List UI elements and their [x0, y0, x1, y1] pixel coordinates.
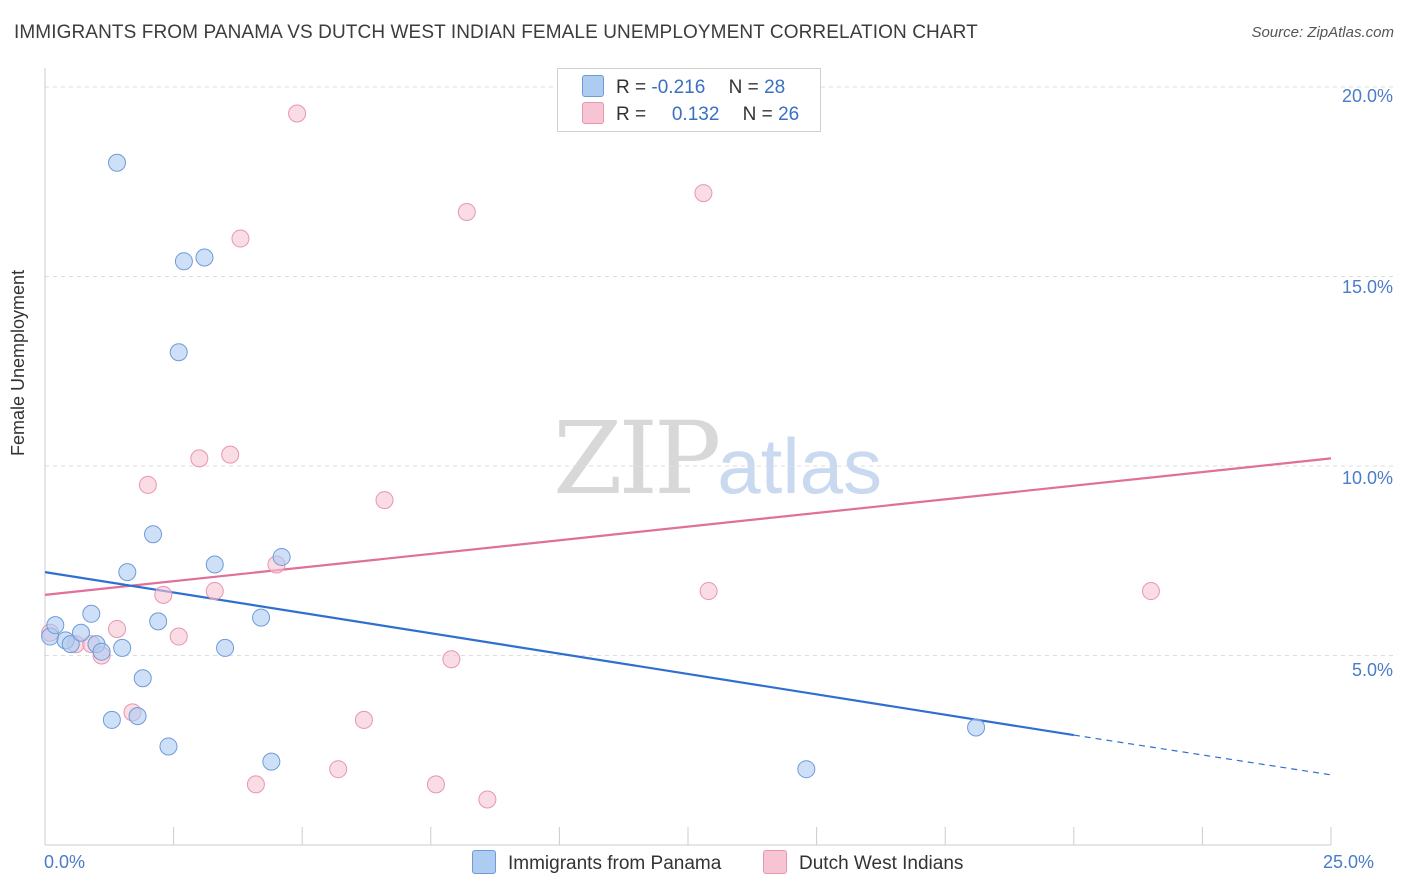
data-point-immigrants-from-panama: [118, 563, 137, 582]
data-point-immigrants-from-panama: [72, 623, 91, 642]
data-point-dutch-west-indians: [426, 775, 445, 794]
data-point-dutch-west-indians: [138, 475, 157, 494]
data-point-dutch-west-indians: [478, 790, 497, 809]
y-tick-label-10: 10.0%: [1341, 468, 1393, 488]
legend: R = -0.216 N = 28 R = 0.132 N = 26: [557, 68, 821, 132]
y-tick-label-15: 15.0%: [1341, 277, 1393, 297]
data-point-dutch-west-indians: [694, 184, 713, 203]
bottom-legend-panama: Immigrants from Panama: [472, 850, 722, 876]
data-point-immigrants-from-panama: [797, 760, 816, 779]
trend-line-immigrants-from-panama-dashed: [1073, 734, 1332, 776]
data-point-dutch-west-indians: [1141, 582, 1160, 601]
legend-n-label: N =: [742, 104, 773, 126]
legend-r-label: R =: [616, 77, 647, 99]
data-point-immigrants-from-panama: [46, 616, 65, 635]
data-point-dutch-west-indians: [231, 229, 250, 248]
data-point-immigrants-from-panama: [205, 555, 224, 574]
data-point-immigrants-from-panama: [252, 608, 271, 627]
data-point-dutch-west-indians: [205, 582, 224, 601]
bottom-legend-label-panama: Immigrants from Panama: [508, 853, 722, 875]
data-point-immigrants-from-panama: [61, 635, 80, 654]
legend-row-dutch: R = 0.132 N = 26: [582, 102, 800, 128]
data-point-dutch-west-indians: [108, 619, 127, 638]
data-point-immigrants-from-panama: [144, 525, 163, 544]
axes: [44, 68, 1332, 846]
trend-line-immigrants-from-panama: [44, 571, 1332, 776]
data-point-immigrants-from-panama: [967, 718, 986, 737]
data-point-dutch-west-indians: [190, 449, 209, 468]
data-point-immigrants-from-panama: [159, 737, 178, 756]
trend-line-dutch-west-indians-segment: [44, 457, 1332, 596]
trend-line-dutch-west-indians: [44, 457, 1332, 596]
data-point-immigrants-from-panama: [174, 252, 193, 271]
data-point-dutch-west-indians: [154, 585, 173, 604]
watermark-zip: ZIP: [553, 400, 721, 517]
data-point-immigrants-from-panama: [102, 710, 121, 729]
data-point-immigrants-from-panama: [262, 752, 281, 771]
grid-lines: [45, 86, 1394, 656]
chart-title: IMMIGRANTS FROM PANAMA VS DUTCH WEST IND…: [14, 22, 978, 43]
data-point-dutch-west-indians: [442, 650, 461, 669]
data-point-dutch-west-indians: [699, 582, 718, 601]
data-point-immigrants-from-panama: [108, 153, 127, 172]
data-point-dutch-west-indians: [246, 775, 265, 794]
bottom-legend-swatch-dutch: [763, 850, 787, 874]
data-point-dutch-west-indians: [354, 710, 373, 729]
data-point-dutch-west-indians: [169, 627, 188, 646]
points-dutch-west-indians: [41, 104, 1160, 809]
points-immigrants-from-panama: [41, 153, 986, 779]
data-point-immigrants-from-panama: [133, 669, 152, 688]
bottom-legend-label-dutch: Dutch West Indians: [799, 853, 964, 875]
y-axis-label: Female Unemployment: [8, 269, 28, 456]
legend-row-panama: R = -0.216 N = 28: [582, 75, 786, 101]
data-point-dutch-west-indians: [375, 491, 394, 510]
legend-r-value-panama: -0.216: [651, 77, 706, 99]
data-point-dutch-west-indians: [288, 104, 307, 123]
data-point-immigrants-from-panama: [113, 638, 132, 657]
legend-swatch-dutch: [582, 102, 604, 124]
data-point-dutch-west-indians: [221, 445, 240, 464]
y-tick-label-5: 5.0%: [1351, 660, 1393, 680]
legend-r-label: R =: [616, 104, 647, 126]
source-label: Source: ZipAtlas.com: [1251, 24, 1394, 41]
data-point-immigrants-from-panama: [92, 642, 111, 661]
data-point-immigrants-from-panama: [216, 638, 235, 657]
y-tick-label-20: 20.0%: [1341, 86, 1393, 106]
data-point-immigrants-from-panama: [149, 612, 168, 631]
data-point-dutch-west-indians: [457, 203, 476, 222]
data-point-immigrants-from-panama: [128, 707, 147, 726]
x-tick-label-min: 0.0%: [44, 852, 86, 872]
data-point-immigrants-from-panama: [272, 547, 291, 566]
trend-line-immigrants-from-panama-solid: [44, 571, 1074, 737]
legend-r-value-dutch: 0.132: [671, 104, 720, 126]
legend-swatch-panama: [582, 75, 604, 97]
legend-n-value-panama: 28: [764, 77, 786, 99]
legend-n-label: N =: [728, 77, 759, 99]
bottom-legend-swatch-panama: [472, 850, 496, 874]
legend-n-value-dutch: 26: [778, 104, 800, 126]
x-tick-label-max: 25.0%: [1323, 852, 1375, 872]
data-point-immigrants-from-panama: [195, 248, 214, 267]
data-point-dutch-west-indians: [329, 760, 348, 779]
data-point-immigrants-from-panama: [169, 343, 188, 362]
bottom-legend-dutch: Dutch West Indians: [763, 850, 964, 876]
data-point-immigrants-from-panama: [82, 604, 101, 623]
